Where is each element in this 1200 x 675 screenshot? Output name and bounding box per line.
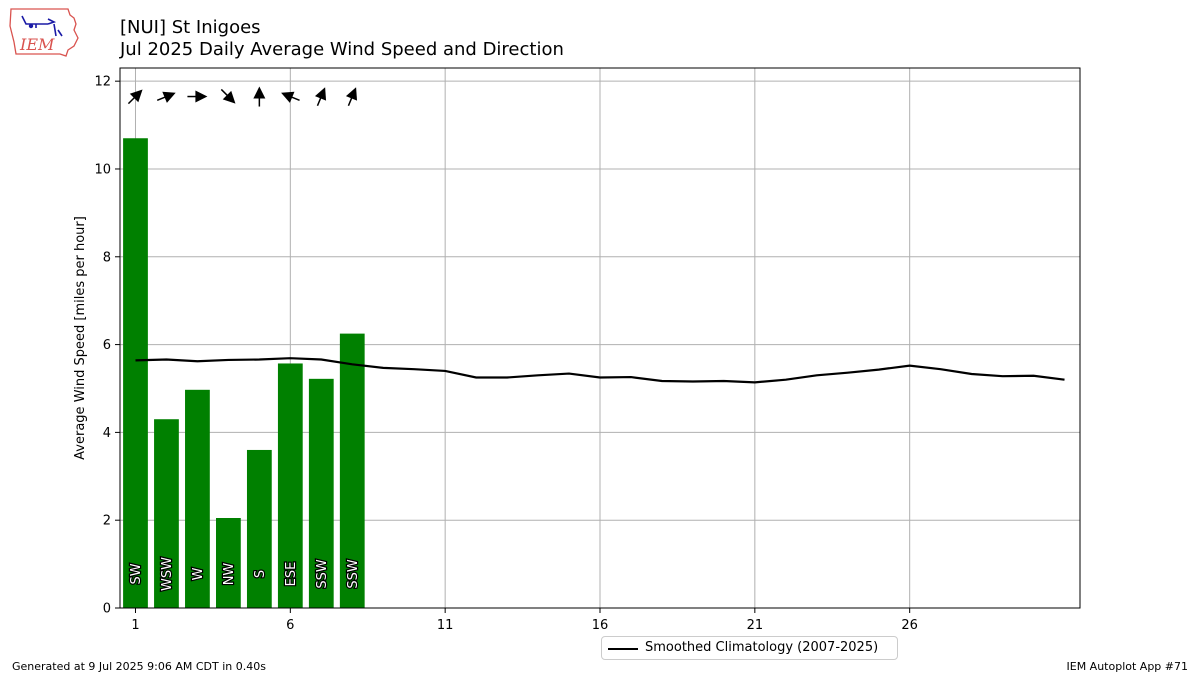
- direction-label: WSW: [160, 557, 175, 591]
- wind-arrow-head: [314, 87, 327, 101]
- autoplot-app-label: IEM Autoplot App #71: [1066, 660, 1189, 673]
- y-tick-label: 4: [103, 426, 111, 441]
- wind-arrow-head: [195, 90, 208, 103]
- direction-label: SSW: [346, 559, 361, 589]
- wind-speed-bars: [123, 138, 365, 608]
- chart-title-description: Jul 2025 Daily Average Wind Speed and Di…: [120, 39, 564, 60]
- wind-arrow: [127, 89, 143, 105]
- wind-arrow-head: [222, 90, 236, 104]
- wind-arrow: [156, 91, 176, 103]
- direction-labels: SW WSW W NW S ESE SSW SSW: [128, 556, 362, 593]
- wind-arrow: [220, 88, 236, 104]
- wind-arrow: [345, 87, 358, 107]
- chart-title-station: [NUI] St Inigoes: [120, 17, 261, 38]
- wind-arrow-head: [162, 91, 176, 103]
- legend-line-swatch: [608, 648, 638, 650]
- direction-label: S: [253, 570, 268, 578]
- wind-arrow: [187, 90, 208, 103]
- wind-arrow-head: [129, 89, 143, 103]
- x-tick-label: 21: [747, 618, 764, 633]
- y-tick-label: 12: [94, 75, 111, 90]
- direction-label: ESE: [284, 562, 299, 587]
- x-tick-label: 6: [286, 618, 294, 633]
- weather-station-icon: [21, 15, 63, 37]
- iowa-outline-icon: [9, 8, 79, 57]
- logo-text: IEM: [19, 35, 55, 54]
- wind-speed-bar: [154, 419, 179, 608]
- wind-speed-bar: [185, 389, 210, 608]
- chart-legend: Smoothed Climatology (2007-2025): [601, 636, 898, 660]
- wind-arrow: [281, 91, 300, 103]
- wind-speed-bar: [277, 363, 303, 608]
- y-tick-label: 6: [103, 338, 111, 353]
- climatology-line-layer: [135, 357, 1065, 384]
- x-tick-label: 16: [592, 618, 609, 633]
- wind-arrow-head: [281, 91, 295, 103]
- wind-speed-bar: [123, 138, 148, 608]
- y-tick-label: 10: [94, 162, 111, 177]
- y-tick-label: 8: [103, 250, 111, 265]
- legend-label: Smoothed Climatology (2007-2025): [645, 640, 879, 655]
- grid-lines: [120, 68, 1080, 609]
- climatology-line: [135, 357, 1065, 384]
- wind-arrow-head: [253, 86, 266, 99]
- y-axis-label: Average Wind Speed [miles per hour]: [73, 216, 88, 460]
- wind-arrow: [314, 87, 327, 107]
- wind-speed-bar: [308, 378, 334, 608]
- direction-label: NW: [222, 563, 237, 586]
- wind-speed-bar: [246, 449, 272, 608]
- direction-label: SW: [129, 563, 144, 584]
- y-tick-label: 0: [103, 602, 111, 617]
- y-tick-label: 2: [103, 514, 111, 529]
- x-tick-label: 26: [901, 618, 918, 633]
- x-tick-label: 1: [131, 618, 139, 633]
- x-tick-label: 11: [437, 618, 454, 633]
- wind-arrow: [253, 86, 266, 107]
- wind-direction-arrows: [127, 86, 358, 107]
- direction-label: W: [191, 567, 206, 580]
- iem-logo: IEM: [8, 6, 80, 62]
- generated-timestamp: Generated at 9 Jul 2025 9:06 AM CDT in 0…: [12, 660, 266, 673]
- wind-speed-bar: [216, 518, 241, 608]
- wind-speed-bar: [339, 333, 365, 608]
- wind-arrow-head: [345, 87, 358, 101]
- direction-label: SSW: [315, 559, 330, 589]
